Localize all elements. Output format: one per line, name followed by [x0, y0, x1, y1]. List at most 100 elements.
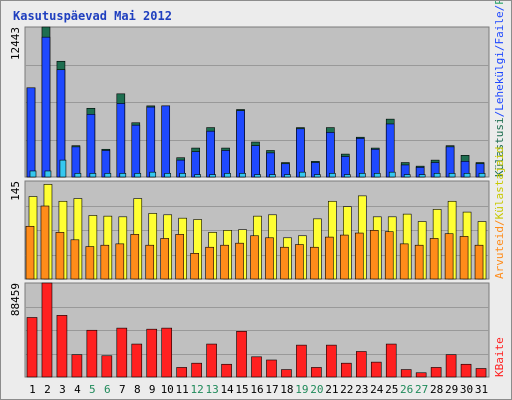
- side-label-middle-part-0: Arvuteid: [493, 226, 506, 279]
- side-label-top-part-0: Külastusi: [493, 117, 506, 177]
- bar-kbaite-day-1: [26, 317, 38, 378]
- bar-lehekulgi-day-13: [206, 130, 215, 178]
- bar-arvuteid-day-2: [40, 205, 50, 280]
- bar-arvuteid-day-5: [85, 246, 95, 280]
- bar-arvuteid-day-28: [429, 238, 439, 280]
- bar-arvuteid-day-23: [354, 232, 364, 280]
- bar-faile-day-28: [433, 173, 441, 178]
- bar-lehekulgi-day-14: [221, 150, 230, 178]
- side-label-bottom-part-0: KBaite: [493, 337, 506, 377]
- bar-kbaite-day-9: [146, 328, 158, 378]
- bar-faile-day-12: [194, 174, 201, 178]
- x-label-day-14: 14: [220, 383, 234, 396]
- x-label-day-19: 19: [295, 383, 308, 396]
- bar-faile-day-16: [254, 174, 261, 178]
- bar-arvuteid-day-7: [115, 243, 125, 280]
- panel-top: 12443: [9, 26, 490, 178]
- bar-lehekulgi-day-22: [341, 156, 350, 178]
- bar-arvuteid-day-27: [414, 244, 424, 280]
- bar-faile-day-14: [224, 173, 231, 178]
- bar-lehekulgi-day-21: [326, 132, 335, 178]
- bar-kbaite-day-18: [281, 369, 292, 378]
- bar-faile-day-8: [134, 173, 142, 178]
- bar-kbaite-day-3: [56, 315, 68, 378]
- bar-arvuteid-day-29: [444, 233, 454, 280]
- bar-faile-day-31: [478, 173, 486, 178]
- bar-kbaite-day-26: [400, 369, 412, 378]
- bar-kbaite-day-28: [430, 367, 442, 378]
- bar-faile-day-20: [314, 174, 321, 178]
- bar-faile-day-19: [299, 171, 306, 178]
- x-label-day-5: 5: [89, 383, 96, 396]
- x-label-day-8: 8: [134, 383, 141, 396]
- bar-arvuteid-day-8: [130, 234, 140, 280]
- bar-faile-day-30: [463, 173, 471, 178]
- bar-lehekulgi-day-9: [146, 106, 156, 178]
- panel-middle: 145: [9, 180, 490, 280]
- bar-kbaite-day-10: [161, 327, 173, 378]
- bar-kbaite-day-15: [236, 331, 247, 378]
- bar-faile-day-10: [164, 173, 172, 178]
- bar-arvuteid-day-1: [25, 225, 35, 280]
- y-max-label: 88459: [9, 283, 22, 316]
- x-label-day-7: 7: [119, 383, 126, 396]
- x-label-day-4: 4: [74, 383, 81, 396]
- bar-kbaite-day-5: [86, 329, 98, 378]
- bar-faile-day-17: [269, 174, 276, 178]
- bar-kbaite-day-22: [341, 362, 352, 378]
- x-label-day-23: 23: [355, 383, 368, 396]
- x-label-day-2: 2: [44, 383, 51, 396]
- bar-kbaite-day-14: [221, 363, 232, 378]
- bar-faile-day-18: [284, 174, 291, 178]
- bar-kbaite-day-6: [101, 355, 113, 378]
- x-label-day-17: 17: [265, 383, 278, 396]
- side-label-top-part-4: Faile: [493, 11, 506, 44]
- bar-arvuteid-day-24: [369, 230, 379, 280]
- bar-arvuteid-day-20: [310, 246, 319, 280]
- bar-lehekulgi-day-23: [355, 138, 365, 178]
- bar-kbaite-day-17: [266, 359, 277, 378]
- bar-arvuteid-day-21: [325, 236, 334, 280]
- x-label-day-1: 1: [29, 383, 36, 396]
- bar-arvuteid-day-16: [250, 235, 259, 280]
- bar-kbaite-day-23: [355, 351, 367, 378]
- bar-lehekulgi-day-15: [236, 110, 245, 178]
- x-label-day-27: 27: [415, 383, 428, 396]
- bar-kbaite-day-12: [191, 362, 202, 378]
- bar-arvuteid-day-14: [220, 244, 229, 280]
- side-label-bottom: KBaite: [493, 337, 506, 377]
- bar-arvuteid-day-18: [280, 246, 289, 280]
- x-label-day-12: 12: [191, 383, 204, 396]
- y-max-label: 12443: [9, 27, 22, 60]
- bar-arvuteid-day-6: [100, 244, 110, 280]
- x-label-day-13: 13: [205, 383, 218, 396]
- bar-faile-day-1: [29, 170, 37, 178]
- side-label-top-part-5: /: [493, 5, 506, 12]
- bar-kbaite-day-8: [131, 343, 143, 378]
- bar-arvuteid-day-9: [145, 244, 155, 280]
- bar-kbaite-day-31: [475, 368, 487, 378]
- bar-lehekulgi-day-6: [101, 150, 111, 178]
- bar-arvuteid-day-12: [190, 253, 199, 280]
- bar-kbaite-day-13: [206, 343, 217, 378]
- x-label-day-3: 3: [59, 383, 66, 396]
- bar-lehekulgi-day-5: [86, 114, 96, 178]
- bar-lehekulgi-day-29: [445, 146, 455, 178]
- bar-kbaite-day-21: [326, 344, 337, 378]
- bar-faile-day-15: [239, 173, 246, 178]
- x-label-day-29: 29: [445, 383, 458, 396]
- bar-faile-day-3: [59, 159, 67, 178]
- bar-lehekulgi-day-17: [266, 152, 275, 178]
- side-label-top-part-3: /: [493, 45, 506, 52]
- bar-faile-day-6: [104, 173, 112, 178]
- bar-arvuteid-day-19: [295, 244, 304, 280]
- bar-faile-day-2: [44, 170, 52, 178]
- bar-lehekulgi-day-2: [41, 36, 51, 178]
- x-label-day-25: 25: [385, 383, 398, 396]
- bar-faile-day-5: [89, 173, 97, 178]
- bar-lehekulgi-day-1: [26, 87, 36, 178]
- x-label-day-10: 10: [161, 383, 174, 396]
- bar-kbaite-day-25: [385, 343, 397, 378]
